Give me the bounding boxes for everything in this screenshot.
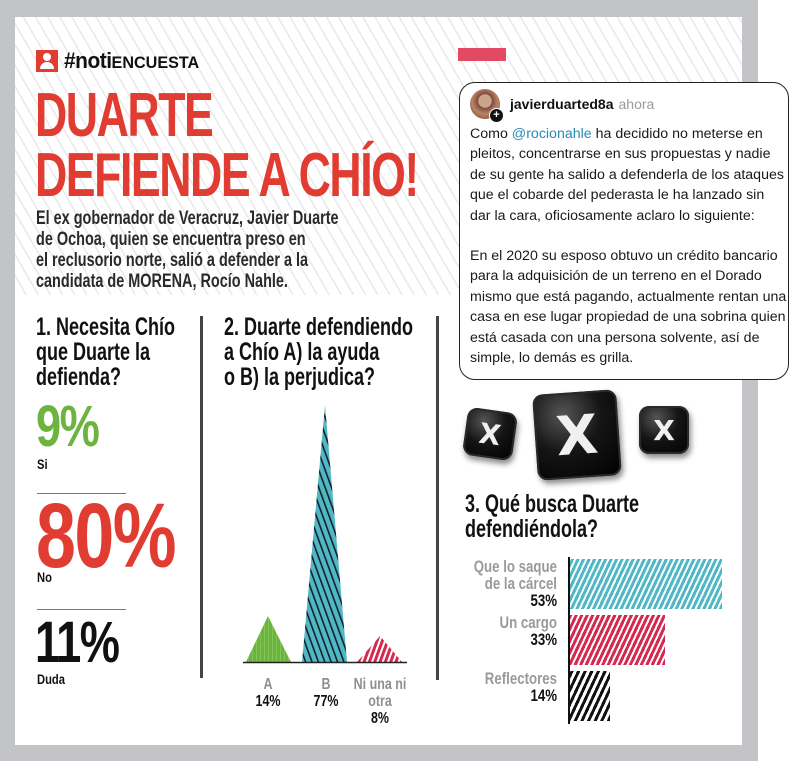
q2-title: 2. Duarte defendiendo a Chío A) la ayuda… xyxy=(224,313,414,391)
lead-line: de Ochoa, quien se encuentra preso en xyxy=(36,229,306,250)
tweet-body: Como @rocionahle ha decidido no meterse … xyxy=(470,124,788,388)
q1-si-value: 9% xyxy=(36,394,100,459)
triangle-b xyxy=(302,405,347,662)
tweet-paragraph-1: Como @rocionahle ha decidido no meterse … xyxy=(470,126,784,224)
q2-label-a: A 14% xyxy=(255,676,281,710)
headline: DUARTE DEFIENDE A CHÍO! xyxy=(35,81,419,210)
accent-bar xyxy=(458,48,506,61)
x-logo-icon: X xyxy=(461,406,519,462)
q3-bar-1 xyxy=(570,559,722,609)
lead-line: El ex gobernador de Veracruz, Javier Dua… xyxy=(36,208,339,229)
lead-paragraph: El ex gobernador de Veracruz, Javier Dua… xyxy=(36,208,339,292)
lead-line: candidata de MORENA, Rocío Nahle. xyxy=(36,271,288,292)
tweet-paragraph-2: En el 2020 su esposo obtuvo un crédito b… xyxy=(470,248,787,367)
q1-duda-label: Duda xyxy=(37,671,65,687)
x-logo-icon: X xyxy=(532,389,622,481)
mention-link[interactable]: @rocionahle xyxy=(511,126,592,142)
triangle-a xyxy=(246,616,291,662)
q1-duda-value: 11% xyxy=(35,610,120,675)
q1-no-label: No xyxy=(37,569,52,585)
headline-line-1: DUARTE xyxy=(35,81,214,150)
q3-label-3: Reflectores 14% xyxy=(484,669,557,705)
column-divider-1 xyxy=(200,316,203,678)
divider-rule xyxy=(37,609,126,610)
q1-no-value: 80% xyxy=(36,485,177,587)
column-divider-2 xyxy=(436,316,439,680)
headline-line-2: DEFIENDE A CHÍO! xyxy=(35,141,419,210)
q1-title: 1. Necesita Chío que Duarte la defienda? xyxy=(36,313,176,391)
brand-hashtag: #notiENCUESTA xyxy=(36,48,206,74)
q2-triangle-chart xyxy=(243,405,407,664)
q1-si-label: Si xyxy=(37,456,48,472)
person-icon xyxy=(36,50,58,72)
q3-axis xyxy=(568,557,570,724)
q3-bar-2 xyxy=(570,615,665,665)
q2-label-c: Ni una ni otra 8% xyxy=(353,676,407,727)
divider-rule xyxy=(37,493,126,494)
q3-bar-3 xyxy=(570,671,610,721)
tweet-header: + javierduarted8a ahora xyxy=(470,89,655,123)
tweet-handle[interactable]: javierduarted8a xyxy=(510,96,614,112)
hashtag-suffix: ENCUESTA xyxy=(111,53,200,72)
follow-plus-icon[interactable]: + xyxy=(489,108,504,123)
q3-label-1: Que lo saque de la cárcel 53% xyxy=(473,557,557,610)
avatar[interactable]: + xyxy=(470,89,504,123)
tweet-time: ahora xyxy=(618,96,655,112)
triangle-c xyxy=(357,636,402,662)
hashtag-prefix: #noti xyxy=(64,48,112,73)
q3-label-2: Un cargo 33% xyxy=(499,613,557,649)
tweet-card[interactable]: + javierduarted8a ahora Como @rocionahle… xyxy=(459,82,789,380)
q3-title: 3. Qué busca Duarte defendiéndola? xyxy=(465,490,640,543)
x-logo-icon: X xyxy=(639,406,689,454)
lead-line: el reclusorio norte, salió a defender a … xyxy=(36,250,309,271)
q2-label-b: B 77% xyxy=(313,676,339,710)
